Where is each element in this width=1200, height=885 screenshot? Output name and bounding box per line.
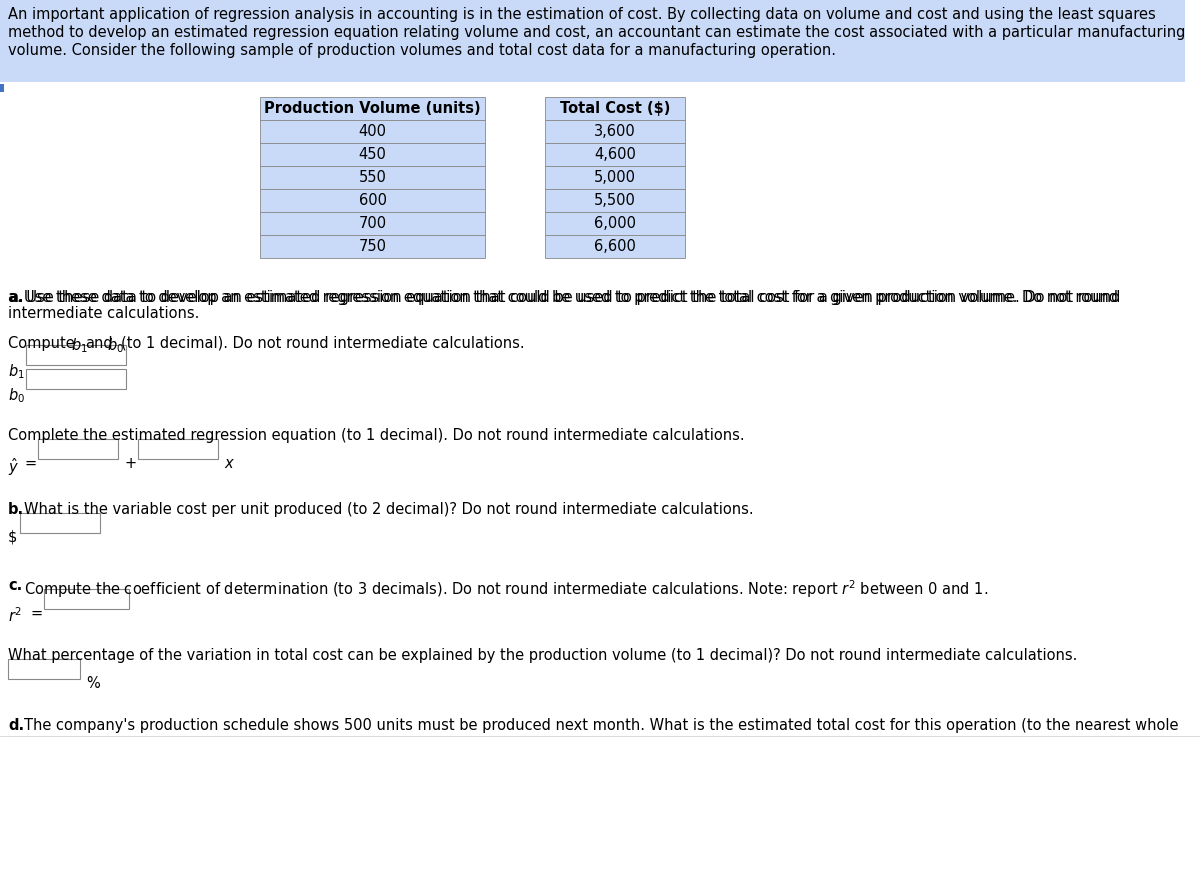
- Text: 450: 450: [359, 147, 386, 162]
- FancyBboxPatch shape: [26, 369, 126, 389]
- Text: b.: b.: [8, 502, 24, 517]
- Text: c.: c.: [8, 578, 23, 593]
- Text: The company's production schedule shows 500 units must be produced next month. W: The company's production schedule shows …: [24, 718, 1178, 733]
- Text: 5,000: 5,000: [594, 170, 636, 185]
- Text: What is the variable cost per unit produced (to 2 decimal)? Do not round interme: What is the variable cost per unit produ…: [24, 502, 754, 517]
- FancyBboxPatch shape: [260, 212, 485, 235]
- Text: Compute the coefficient of determination (to 3 decimals). Do not round intermedi: Compute the coefficient of determination…: [24, 578, 989, 600]
- FancyBboxPatch shape: [8, 659, 80, 679]
- Text: What percentage of the variation in total cost can be explained by the productio: What percentage of the variation in tota…: [8, 648, 1078, 663]
- FancyBboxPatch shape: [545, 235, 685, 258]
- Text: $: $: [8, 530, 17, 545]
- Text: 600: 600: [359, 193, 386, 208]
- Text: 6,600: 6,600: [594, 239, 636, 254]
- Text: Complete the estimated regression equation (to 1 decimal). Do not round intermed: Complete the estimated regression equati…: [8, 428, 745, 443]
- FancyBboxPatch shape: [260, 166, 485, 189]
- Text: volume. Consider the following sample of production volumes and total cost data : volume. Consider the following sample of…: [8, 43, 836, 58]
- FancyBboxPatch shape: [545, 120, 685, 143]
- Text: $b_1$: $b_1$: [71, 336, 88, 355]
- Text: =: =: [30, 606, 42, 621]
- Text: Production Volume (units): Production Volume (units): [264, 101, 481, 116]
- Text: 5,500: 5,500: [594, 193, 636, 208]
- Text: a.: a.: [8, 290, 24, 305]
- Text: 6,000: 6,000: [594, 216, 636, 231]
- Text: Total Cost ($): Total Cost ($): [560, 101, 670, 116]
- FancyBboxPatch shape: [260, 97, 485, 120]
- FancyBboxPatch shape: [38, 439, 118, 459]
- Text: a. Use these data to develop an estimated regression equation that could be used: a. Use these data to develop an estimate…: [8, 290, 1121, 305]
- FancyBboxPatch shape: [20, 513, 100, 533]
- Text: $b_0$: $b_0$: [107, 336, 124, 355]
- Text: =: =: [24, 456, 36, 471]
- Text: 4,600: 4,600: [594, 147, 636, 162]
- FancyBboxPatch shape: [260, 235, 485, 258]
- Text: (to 1 decimal). Do not round intermediate calculations.: (to 1 decimal). Do not round intermediat…: [121, 336, 524, 351]
- FancyBboxPatch shape: [138, 439, 218, 459]
- FancyBboxPatch shape: [26, 345, 126, 365]
- Text: $b_1$: $b_1$: [8, 362, 25, 381]
- FancyBboxPatch shape: [545, 189, 685, 212]
- FancyBboxPatch shape: [0, 0, 1186, 82]
- Text: Compute: Compute: [8, 336, 79, 351]
- Text: 750: 750: [359, 239, 386, 254]
- Text: 400: 400: [359, 124, 386, 139]
- FancyBboxPatch shape: [545, 97, 685, 120]
- FancyBboxPatch shape: [260, 143, 485, 166]
- Text: $r^2$: $r^2$: [8, 606, 23, 625]
- Text: d.: d.: [8, 718, 24, 733]
- Text: 3,600: 3,600: [594, 124, 636, 139]
- Text: $x$: $x$: [224, 456, 235, 471]
- FancyBboxPatch shape: [260, 120, 485, 143]
- Text: method to develop an estimated regression equation relating volume and cost, an : method to develop an estimated regressio…: [8, 25, 1186, 40]
- Text: An important application of regression analysis in accounting is in the estimati: An important application of regression a…: [8, 7, 1156, 22]
- FancyBboxPatch shape: [545, 143, 685, 166]
- Text: intermediate calculations.: intermediate calculations.: [8, 306, 199, 321]
- FancyBboxPatch shape: [545, 166, 685, 189]
- Text: 550: 550: [359, 170, 386, 185]
- FancyBboxPatch shape: [0, 84, 4, 92]
- FancyBboxPatch shape: [44, 589, 130, 609]
- FancyBboxPatch shape: [260, 189, 485, 212]
- FancyBboxPatch shape: [545, 212, 685, 235]
- Text: Use these data to develop an estimated regression equation that could be used to: Use these data to develop an estimated r…: [24, 290, 1118, 305]
- Text: and: and: [85, 336, 113, 351]
- Text: 700: 700: [359, 216, 386, 231]
- Text: +: +: [124, 456, 136, 471]
- Text: $b_0$: $b_0$: [8, 386, 25, 404]
- Text: %: %: [86, 676, 100, 691]
- Text: $\hat{y}$: $\hat{y}$: [8, 456, 19, 478]
